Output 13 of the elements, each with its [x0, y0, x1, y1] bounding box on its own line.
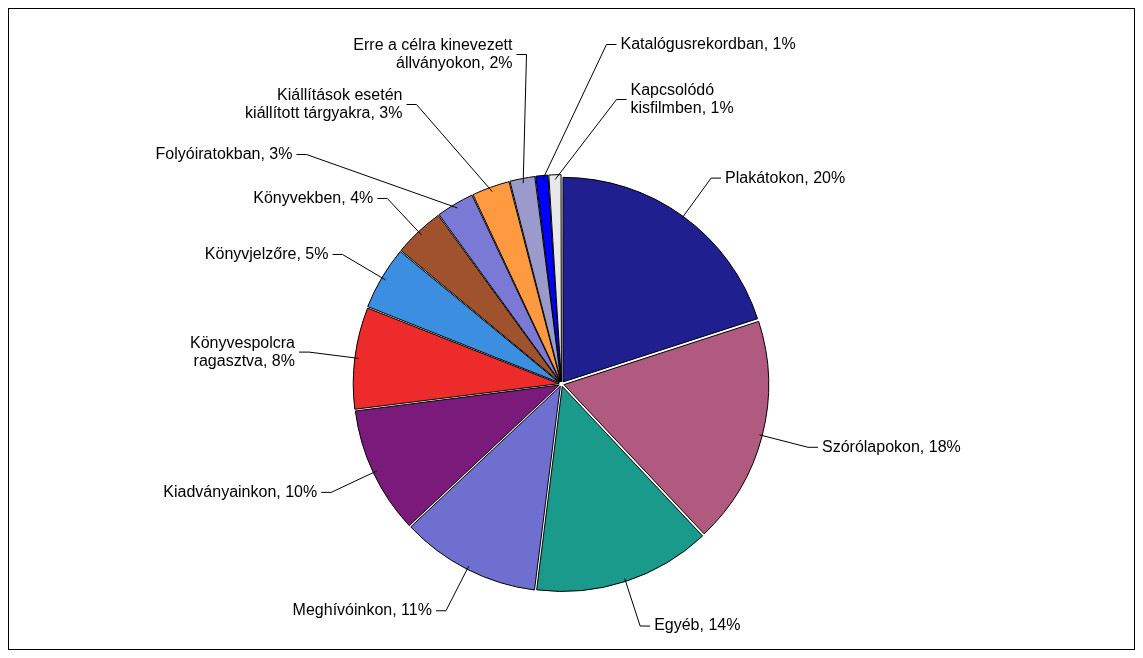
slice-label: Kiállítások esetén kiállított tárgyakra, 3%	[245, 85, 403, 121]
slice-label: Könyvjelzőre, 5%	[204, 244, 329, 262]
slice-label: Plakátokon, 20%	[725, 168, 846, 186]
slice-label: Katalógusrekordban, 1%	[620, 34, 796, 52]
slice-label: Folyóiratokban, 3%	[155, 144, 293, 162]
slice-label: Könyvekben, 4%	[253, 188, 374, 206]
slice-label: Kiadványainkon, 10%	[163, 482, 318, 500]
slice-label: Kapcsolódó kisfilmben, 1%	[630, 80, 734, 116]
slice-label: Meghívóinkon, 11%	[292, 601, 432, 619]
slice-label: Könyvespolcra ragasztva, 8%	[190, 333, 296, 369]
slice-label: Szórólapokon, 18%	[822, 437, 961, 455]
slice-label: Egyéb, 14%	[654, 616, 741, 634]
slice-label: Erre a célra kinevezett állványokon, 2%	[353, 35, 514, 71]
